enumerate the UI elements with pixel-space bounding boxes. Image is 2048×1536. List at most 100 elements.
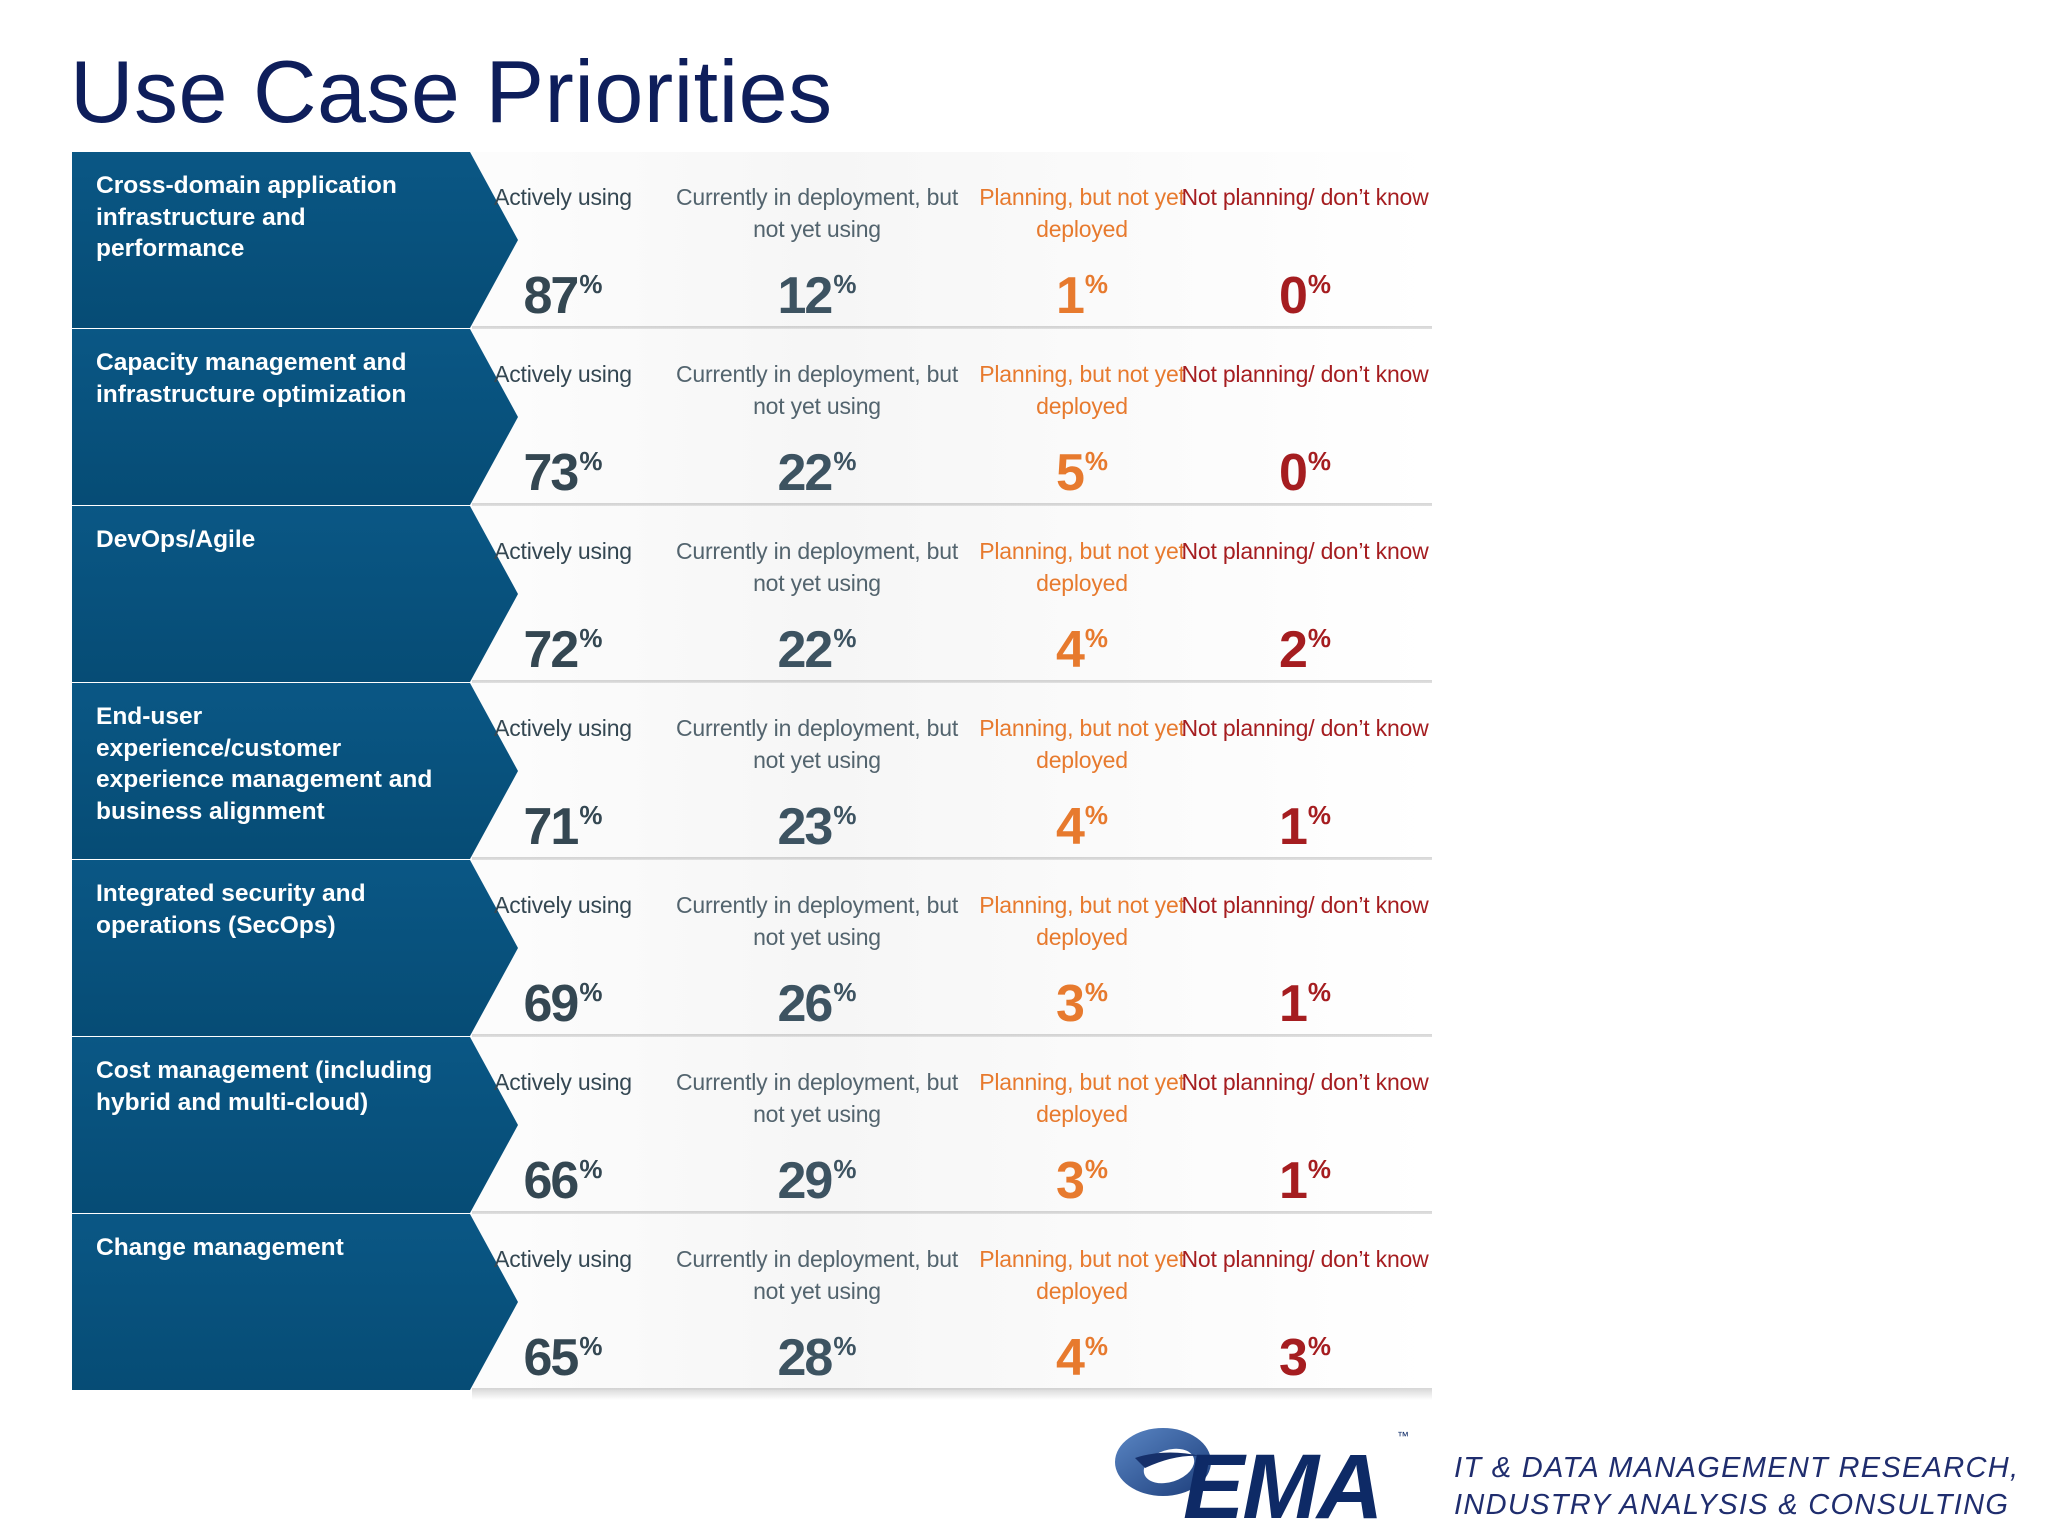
cell-active: Actively using 73%: [453, 359, 673, 502]
value-plan: 1%: [947, 255, 1217, 325]
use-case-label: Change management: [96, 1234, 344, 1261]
percent-sign: %: [1307, 446, 1332, 476]
column-label-deploy: Currently in deployment, but not yet usi…: [675, 715, 959, 773]
use-case-label: End-user experience/customer experience …: [96, 703, 433, 825]
value-number: 69: [523, 975, 580, 1033]
table-row: Cross-domain application infrastructure …: [72, 152, 1432, 338]
value-number: 3: [1278, 1329, 1308, 1387]
column-label-not: Not planning/ don’t know: [1181, 361, 1429, 387]
value-plan: 3%: [947, 1140, 1217, 1210]
value-number: 22: [777, 621, 834, 679]
value-number: 1: [1278, 1152, 1308, 1210]
cell-not: Not planning/ don’t know 1%: [1170, 1067, 1440, 1210]
value-number: 87: [523, 267, 580, 325]
percent-sign: %: [833, 1154, 857, 1184]
percent-sign: %: [833, 800, 857, 830]
column-label-active: Actively using: [494, 1246, 632, 1272]
cell-active: Actively using 71%: [453, 713, 673, 856]
value-number: 66: [523, 1152, 580, 1210]
percent-sign: %: [833, 1331, 857, 1361]
table-row: Capacity management and infrastructure o…: [72, 329, 1432, 515]
percent-sign: %: [579, 1331, 603, 1361]
value-active: 73%: [453, 432, 673, 502]
use-case-label-box: Change management: [72, 1214, 518, 1390]
column-label-plan: Planning, but not yet deployed: [979, 715, 1185, 773]
value-number: 3: [1055, 1152, 1085, 1210]
percent-sign: %: [1084, 623, 1109, 653]
value-not: 1%: [1170, 1140, 1440, 1210]
table-row: Integrated security and operations (SecO…: [72, 860, 1432, 1046]
value-plan: 3%: [947, 963, 1217, 1033]
page-title: Use Case Priorities: [70, 42, 833, 141]
percent-sign: %: [1084, 1331, 1109, 1361]
value-number: 4: [1055, 798, 1085, 856]
use-case-label-box: Capacity management and infrastructure o…: [72, 329, 518, 505]
column-label-not: Not planning/ don’t know: [1181, 1069, 1429, 1095]
column-label-deploy: Currently in deployment, but not yet usi…: [675, 361, 959, 419]
value-number: 28: [777, 1329, 834, 1387]
value-number: 0: [1278, 267, 1308, 325]
tagline-line-2: INDUSTRY ANALYSIS & CONSULTING: [1454, 1489, 2010, 1521]
percent-sign: %: [833, 623, 857, 653]
column-label-not: Not planning/ don’t know: [1181, 184, 1429, 210]
value-number: 0: [1278, 444, 1308, 502]
cell-active: Actively using 66%: [453, 1067, 673, 1210]
value-deploy: 23%: [667, 786, 967, 856]
cell-active: Actively using 72%: [453, 536, 673, 679]
value-number: 3: [1055, 975, 1085, 1033]
value-active: 71%: [453, 786, 673, 856]
cell-not: Not planning/ don’t know 1%: [1170, 713, 1440, 856]
value-number: 71: [523, 798, 580, 856]
use-case-label-box: Cost management (including hybrid and mu…: [72, 1037, 518, 1213]
table-row: Cost management (including hybrid and mu…: [72, 1037, 1432, 1223]
cell-plan: Planning, but not yet deployed 4%: [947, 1244, 1217, 1387]
logo-trademark: ™: [1397, 1429, 1409, 1443]
percent-sign: %: [1307, 1331, 1332, 1361]
column-label-plan: Planning, but not yet deployed: [979, 538, 1185, 596]
percent-sign: %: [1084, 269, 1109, 299]
percent-sign: %: [1307, 269, 1332, 299]
percent-sign: %: [1084, 800, 1109, 830]
use-case-label: Capacity management and infrastructure o…: [96, 349, 407, 408]
percent-sign: %: [833, 269, 857, 299]
column-label-plan: Planning, but not yet deployed: [979, 1069, 1185, 1127]
column-label-active: Actively using: [494, 361, 632, 387]
value-active: 65%: [453, 1317, 673, 1387]
column-label-not: Not planning/ don’t know: [1181, 892, 1429, 918]
column-label-plan: Planning, but not yet deployed: [979, 184, 1185, 242]
value-not: 2%: [1170, 609, 1440, 679]
column-label-not: Not planning/ don’t know: [1181, 538, 1429, 564]
ema-logo: EMA ™: [1115, 1428, 1409, 1530]
value-plan: 4%: [947, 786, 1217, 856]
cell-not: Not planning/ don’t know 1%: [1170, 890, 1440, 1033]
table-row: End-user experience/customer experience …: [72, 683, 1432, 869]
cell-plan: Planning, but not yet deployed 3%: [947, 1067, 1217, 1210]
value-number: 23: [777, 798, 834, 856]
percent-sign: %: [579, 800, 603, 830]
column-label-active: Actively using: [494, 1069, 632, 1095]
value-not: 1%: [1170, 963, 1440, 1033]
use-case-label: Cross-domain application infrastructure …: [96, 172, 397, 262]
use-case-label-box: DevOps/Agile: [72, 506, 518, 682]
cell-not: Not planning/ don’t know 3%: [1170, 1244, 1440, 1387]
percent-sign: %: [833, 977, 857, 1007]
value-deploy: 22%: [667, 609, 967, 679]
cell-active: Actively using 87%: [453, 182, 673, 325]
value-active: 66%: [453, 1140, 673, 1210]
percent-sign: %: [579, 269, 603, 299]
cell-deploy: Currently in deployment, but not yet usi…: [667, 182, 967, 325]
percent-sign: %: [1084, 977, 1109, 1007]
column-label-active: Actively using: [494, 184, 632, 210]
percent-sign: %: [1307, 623, 1332, 653]
value-number: 5: [1055, 444, 1085, 502]
column-label-deploy: Currently in deployment, but not yet usi…: [675, 892, 959, 950]
use-case-label-box: End-user experience/customer experience …: [72, 683, 518, 859]
use-case-label: DevOps/Agile: [96, 526, 256, 553]
cell-plan: Planning, but not yet deployed 4%: [947, 536, 1217, 679]
cell-active: Actively using 65%: [453, 1244, 673, 1387]
column-label-deploy: Currently in deployment, but not yet usi…: [675, 538, 959, 596]
column-label-active: Actively using: [494, 538, 632, 564]
value-deploy: 28%: [667, 1317, 967, 1387]
column-label-plan: Planning, but not yet deployed: [979, 1246, 1185, 1304]
